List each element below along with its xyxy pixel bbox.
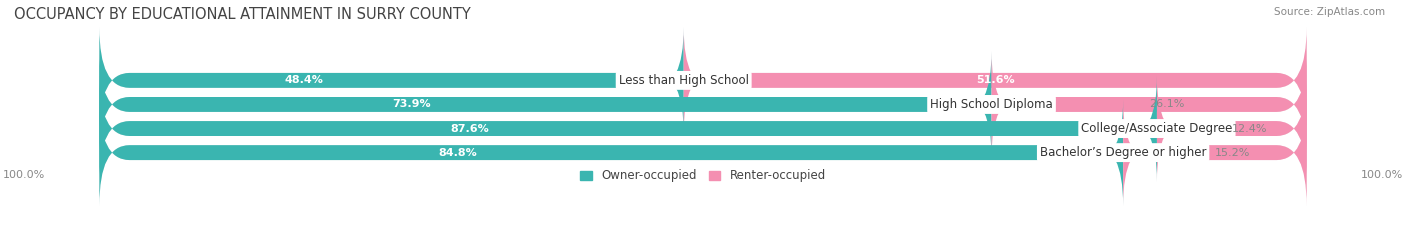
FancyBboxPatch shape [683, 28, 1306, 133]
FancyBboxPatch shape [1123, 100, 1306, 205]
Text: 26.1%: 26.1% [1149, 99, 1184, 110]
FancyBboxPatch shape [1157, 76, 1306, 181]
Text: 12.4%: 12.4% [1232, 123, 1267, 134]
Text: 100.0%: 100.0% [3, 170, 45, 180]
Text: 100.0%: 100.0% [1361, 170, 1403, 180]
Text: College/Associate Degree: College/Associate Degree [1081, 122, 1233, 135]
Legend: Owner-occupied, Renter-occupied: Owner-occupied, Renter-occupied [575, 164, 831, 187]
FancyBboxPatch shape [100, 28, 1306, 133]
Text: 51.6%: 51.6% [976, 75, 1015, 85]
FancyBboxPatch shape [100, 52, 991, 157]
FancyBboxPatch shape [100, 28, 683, 133]
FancyBboxPatch shape [100, 76, 1306, 181]
Text: 84.8%: 84.8% [439, 148, 477, 158]
Text: High School Diploma: High School Diploma [931, 98, 1053, 111]
Text: 87.6%: 87.6% [450, 123, 489, 134]
FancyBboxPatch shape [100, 100, 1306, 205]
FancyBboxPatch shape [100, 76, 1157, 181]
Text: 73.9%: 73.9% [392, 99, 430, 110]
Text: Source: ZipAtlas.com: Source: ZipAtlas.com [1274, 7, 1385, 17]
FancyBboxPatch shape [100, 52, 1306, 157]
Text: 15.2%: 15.2% [1215, 148, 1250, 158]
Text: 48.4%: 48.4% [284, 75, 323, 85]
Text: Bachelor’s Degree or higher: Bachelor’s Degree or higher [1040, 146, 1206, 159]
Text: OCCUPANCY BY EDUCATIONAL ATTAINMENT IN SURRY COUNTY: OCCUPANCY BY EDUCATIONAL ATTAINMENT IN S… [14, 7, 471, 22]
Text: Less than High School: Less than High School [619, 74, 748, 87]
FancyBboxPatch shape [100, 100, 1123, 205]
FancyBboxPatch shape [991, 52, 1306, 157]
